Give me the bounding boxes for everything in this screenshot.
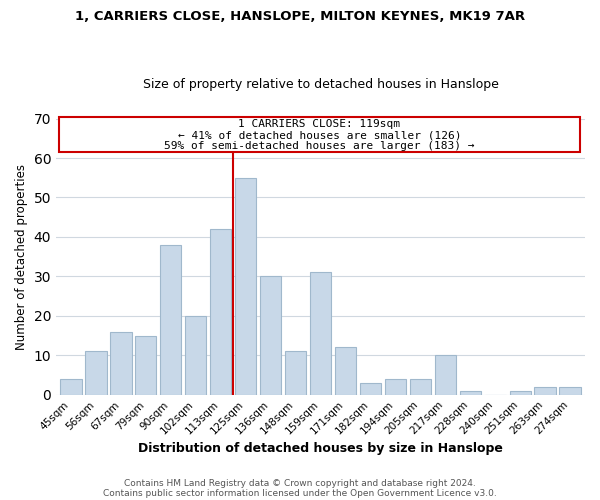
Bar — [385, 379, 406, 394]
Bar — [310, 272, 331, 394]
Bar — [434, 356, 456, 395]
Text: Contains public sector information licensed under the Open Government Licence v3: Contains public sector information licen… — [103, 488, 497, 498]
Bar — [110, 332, 131, 394]
Text: 1 CARRIERS CLOSE: 119sqm: 1 CARRIERS CLOSE: 119sqm — [238, 120, 400, 130]
Title: Size of property relative to detached houses in Hanslope: Size of property relative to detached ho… — [143, 78, 499, 91]
Bar — [535, 387, 556, 394]
Bar — [135, 336, 157, 394]
X-axis label: Distribution of detached houses by size in Hanslope: Distribution of detached houses by size … — [138, 442, 503, 455]
Bar — [85, 352, 107, 395]
Text: Contains HM Land Registry data © Crown copyright and database right 2024.: Contains HM Land Registry data © Crown c… — [124, 478, 476, 488]
Text: 59% of semi-detached houses are larger (183) →: 59% of semi-detached houses are larger (… — [164, 140, 475, 150]
Bar — [460, 391, 481, 394]
Bar — [185, 316, 206, 394]
Bar — [160, 245, 181, 394]
Bar — [285, 352, 306, 395]
Text: ← 41% of detached houses are smaller (126): ← 41% of detached houses are smaller (12… — [178, 130, 461, 140]
Bar — [235, 178, 256, 394]
Bar — [559, 387, 581, 394]
Bar — [210, 229, 232, 394]
FancyBboxPatch shape — [59, 116, 580, 152]
Bar — [260, 276, 281, 394]
Bar — [360, 383, 381, 394]
Y-axis label: Number of detached properties: Number of detached properties — [15, 164, 28, 350]
Bar — [410, 379, 431, 394]
Bar — [61, 379, 82, 394]
Text: 1, CARRIERS CLOSE, HANSLOPE, MILTON KEYNES, MK19 7AR: 1, CARRIERS CLOSE, HANSLOPE, MILTON KEYN… — [75, 10, 525, 23]
Bar — [509, 391, 531, 394]
Bar — [335, 348, 356, 395]
